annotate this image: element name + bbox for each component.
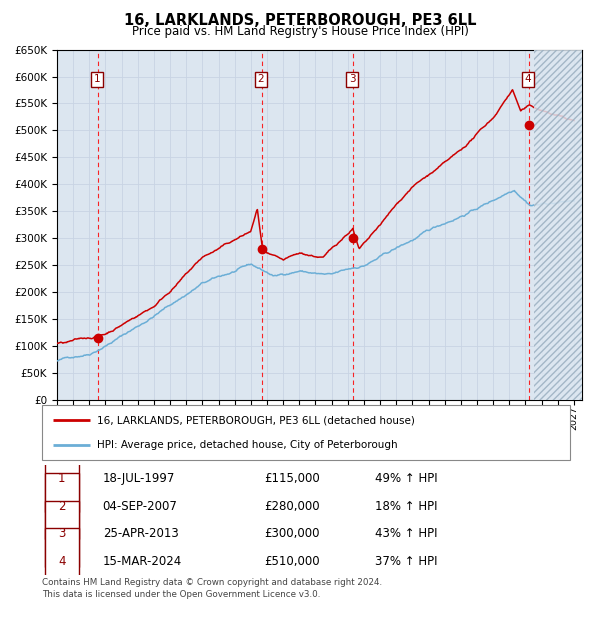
Text: 3: 3 [349, 74, 356, 84]
Text: 1: 1 [58, 472, 65, 485]
Text: £280,000: £280,000 [264, 500, 319, 513]
Text: 2: 2 [58, 500, 65, 513]
FancyBboxPatch shape [44, 501, 79, 567]
Text: 4: 4 [525, 74, 532, 84]
Text: 43% ↑ HPI: 43% ↑ HPI [374, 528, 437, 541]
Bar [533, 50, 582, 400]
Text: 4: 4 [58, 555, 65, 568]
Text: 18-JUL-1997: 18-JUL-1997 [103, 472, 175, 485]
Text: 04-SEP-2007: 04-SEP-2007 [103, 500, 178, 513]
Text: Price paid vs. HM Land Registry's House Price Index (HPI): Price paid vs. HM Land Registry's House … [131, 25, 469, 38]
Text: 18% ↑ HPI: 18% ↑ HPI [374, 500, 437, 513]
Text: 16, LARKLANDS, PETERBOROUGH, PE3 6LL (detached house): 16, LARKLANDS, PETERBOROUGH, PE3 6LL (de… [97, 415, 415, 425]
FancyBboxPatch shape [44, 528, 79, 595]
FancyBboxPatch shape [42, 405, 570, 460]
Text: £300,000: £300,000 [264, 528, 319, 541]
Text: 1: 1 [94, 74, 101, 84]
Text: 15-MAR-2024: 15-MAR-2024 [103, 555, 182, 568]
Text: 3: 3 [58, 528, 65, 541]
Text: £115,000: £115,000 [264, 472, 320, 485]
FancyBboxPatch shape [44, 446, 79, 512]
Text: 2: 2 [257, 74, 264, 84]
Text: 16, LARKLANDS, PETERBOROUGH, PE3 6LL: 16, LARKLANDS, PETERBOROUGH, PE3 6LL [124, 13, 476, 28]
Text: HPI: Average price, detached house, City of Peterborough: HPI: Average price, detached house, City… [97, 440, 398, 450]
Text: 49% ↑ HPI: 49% ↑ HPI [374, 472, 437, 485]
FancyBboxPatch shape [44, 473, 79, 539]
Text: 37% ↑ HPI: 37% ↑ HPI [374, 555, 437, 568]
Text: Contains HM Land Registry data © Crown copyright and database right 2024.
This d: Contains HM Land Registry data © Crown c… [42, 578, 382, 599]
Text: 25-APR-2013: 25-APR-2013 [103, 528, 178, 541]
Text: £510,000: £510,000 [264, 555, 319, 568]
